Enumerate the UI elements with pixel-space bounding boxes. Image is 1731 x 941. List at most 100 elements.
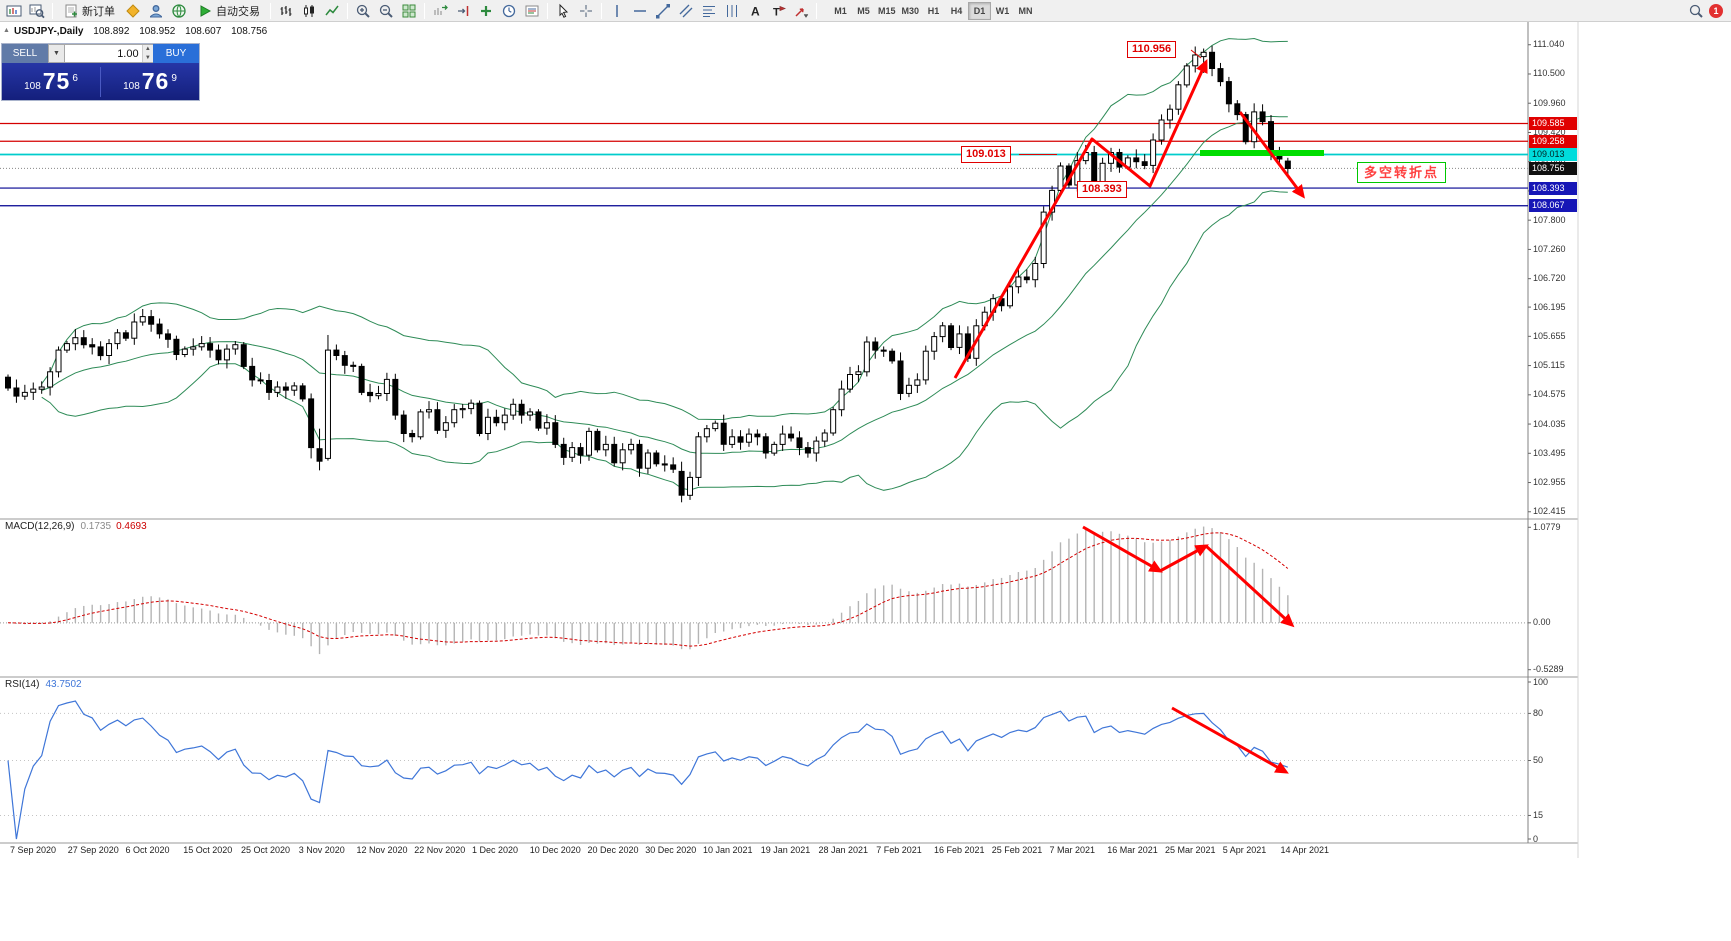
indicators-button[interactable] <box>475 1 497 21</box>
trade-panel-collapse-icon[interactable]: ▲ <box>3 27 10 34</box>
macd-signal-value: 0.4693 <box>116 521 147 532</box>
buy-price-main: 76 <box>141 68 170 94</box>
metaquotes-button[interactable] <box>122 1 144 21</box>
timeframe-d1[interactable]: D1 <box>968 1 992 20</box>
volume-input[interactable] <box>65 45 142 62</box>
volume-field: ▲ ▼ <box>65 44 153 63</box>
market-button[interactable] <box>168 1 190 21</box>
buy-price[interactable]: 108 76 9 <box>101 68 199 95</box>
timeframe-bar: M1 M5 M15 M30 H1 H4 D1 W1 MN <box>829 1 1037 20</box>
cycle-lines-button[interactable] <box>721 1 743 21</box>
rsi-title: RSI(14) 43.7502 <box>5 679 82 690</box>
sell-price[interactable]: 108 75 6 <box>2 68 100 95</box>
chart-shift-icon <box>455 3 471 19</box>
line-icon <box>324 3 340 19</box>
timeframe-m5[interactable]: M5 <box>857 5 870 16</box>
sell-price-prefix: 108 <box>24 81 41 92</box>
new-order-label: 新订单 <box>82 5 115 18</box>
buy-price-frac: 9 <box>171 73 177 84</box>
community-button[interactable] <box>145 1 167 21</box>
timeframe-h4[interactable]: H4 <box>950 5 963 16</box>
low-value: 108.607 <box>185 26 222 37</box>
toolbar-right-group: 1 <box>1688 3 1728 19</box>
notification-badge[interactable]: 1 <box>1709 3 1723 18</box>
rsi-value: 43.7502 <box>45 679 82 690</box>
hline-icon <box>632 3 648 19</box>
main-toolbar: 新订单 自动交易 A T M1 M5 M15 M30 H1 H4 D1 W1 MN 1 <box>0 0 1731 22</box>
price-divider <box>100 66 101 97</box>
spin-down-icon[interactable]: ▼ <box>142 53 153 62</box>
chart-ohlc-line: USDJPY-,Daily 108.892 108.952 108.607 10… <box>14 26 267 37</box>
cycle-icon <box>724 3 740 19</box>
channel-icon <box>678 3 694 19</box>
text-label-button[interactable]: T <box>767 1 789 21</box>
sell-button[interactable]: SELL <box>2 44 48 63</box>
line-chart-button[interactable] <box>321 1 343 21</box>
candles-icon <box>301 3 317 19</box>
play-icon <box>197 3 213 19</box>
text-button[interactable]: A <box>744 1 766 21</box>
arrows-button[interactable] <box>790 1 812 21</box>
vertical-line-button[interactable] <box>606 1 628 21</box>
timeframe-mn[interactable]: MN <box>1018 5 1033 16</box>
new-order-doc-icon <box>63 3 79 19</box>
rsi-label: RSI(14) <box>5 679 40 690</box>
fibonacci-button[interactable] <box>698 1 720 21</box>
timeframe-m30[interactable]: M30 <box>901 5 920 16</box>
new-chart-button[interactable] <box>3 1 25 21</box>
order-type-dropdown[interactable]: ▼ <box>48 44 65 63</box>
zoom-in-icon <box>355 3 371 19</box>
profiles-button[interactable] <box>26 1 48 21</box>
open-value: 108.892 <box>93 26 130 37</box>
tile-icon <box>401 3 417 19</box>
note-annotation: 多空转折点 <box>1357 162 1447 183</box>
auto-scroll-button[interactable] <box>429 1 451 21</box>
one-click-trading-panel: SELL ▼ ▲ ▼ BUY 108 75 6 108 76 9 <box>2 44 199 100</box>
symbol-name: USDJPY-,Daily <box>14 26 84 37</box>
timeframe-m15[interactable]: M15 <box>878 5 896 16</box>
toolbar-separator <box>547 2 548 19</box>
chart-magnifier-icon <box>29 3 45 19</box>
buy-button[interactable]: BUY <box>153 44 199 63</box>
bars-icon <box>278 3 294 19</box>
template-icon <box>524 3 540 19</box>
labelT-icon: T <box>770 3 786 19</box>
timeframe-h1[interactable]: H1 <box>927 5 940 16</box>
equidistant-channel-button[interactable] <box>675 1 697 21</box>
clock-icon <box>501 3 517 19</box>
sell-price-frac: 6 <box>72 73 78 84</box>
horizontal-line-button[interactable] <box>629 1 651 21</box>
trendline-button[interactable] <box>652 1 674 21</box>
autotrading-label: 自动交易 <box>216 5 260 18</box>
svg-text:A: A <box>751 4 760 18</box>
toolbar-separator <box>270 2 271 19</box>
templates-button[interactable] <box>521 1 543 21</box>
cursor-button[interactable] <box>552 1 574 21</box>
macd-main-value: 0.1735 <box>80 521 112 532</box>
chart-shift-button[interactable] <box>452 1 474 21</box>
timeframe-w1[interactable]: W1 <box>995 5 1010 16</box>
timeframe-m1[interactable]: M1 <box>834 5 847 16</box>
spin-up-icon[interactable]: ▲ <box>142 45 153 54</box>
macd-label: MACD(12,26,9) <box>5 521 75 532</box>
volume-spinner[interactable]: ▲ ▼ <box>141 45 153 62</box>
cursor-icon <box>555 3 571 19</box>
periods-button[interactable] <box>498 1 520 21</box>
candle-chart-button[interactable] <box>298 1 320 21</box>
zoom-out-button[interactable] <box>375 1 397 21</box>
sell-price-main: 75 <box>42 68 71 94</box>
person-icon <box>148 3 164 19</box>
crosshair-button[interactable] <box>575 1 597 21</box>
autotrading-button[interactable]: 自动交易 <box>191 1 266 21</box>
zoom-in-button[interactable] <box>352 1 374 21</box>
diamond-icon <box>125 3 141 19</box>
new-order-button[interactable]: 新订单 <box>57 1 121 21</box>
tile-windows-button[interactable] <box>398 1 420 21</box>
arrowshape-icon <box>793 3 809 19</box>
search-icon[interactable] <box>1688 3 1704 19</box>
fibo-icon <box>701 3 717 19</box>
bar-chart-button[interactable] <box>275 1 297 21</box>
toolbar-separator <box>816 2 817 19</box>
tline-icon <box>655 3 671 19</box>
